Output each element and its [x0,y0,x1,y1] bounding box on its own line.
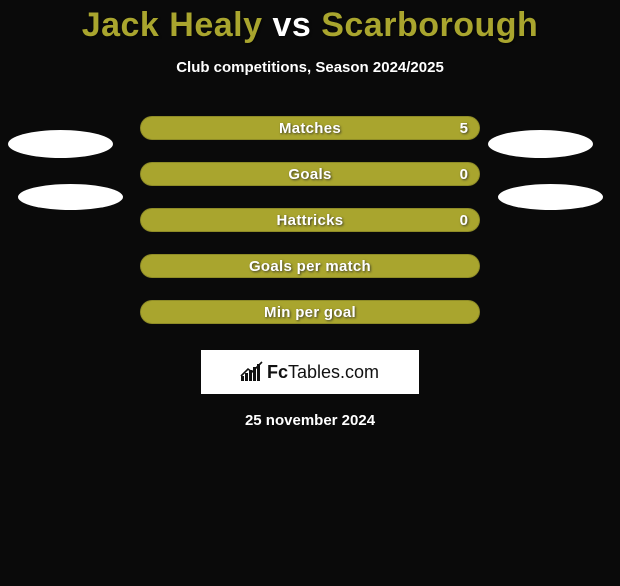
stats-table: Matches 5 Goals 0 Hattricks 0 Goals per match M… [140,116,480,324]
stat-label: Min per goal [264,304,356,321]
decorative-oval [18,184,123,210]
brand-chart-icon [241,363,263,381]
stat-label: Matches [279,120,341,137]
decorative-oval [498,184,603,210]
stat-value: 0 [460,162,468,186]
brand-prefix: Fc [267,362,288,382]
stat-row: Hattricks 0 [140,208,480,232]
stat-bar: Matches [140,116,480,140]
stat-value: 5 [460,116,468,140]
title-part: Jack Healy [82,6,263,44]
decorative-oval [8,130,113,158]
stat-bar: Hattricks [140,208,480,232]
stat-bar: Min per goal [140,300,480,324]
page-title: Jack Healy vs Scarborough [0,6,620,45]
brand-suffix: .com [340,362,379,382]
title-part: Scarborough [321,6,538,44]
subtitle-text: Club competitions, Season 2024/2025 [0,59,620,76]
stat-bar: Goals [140,162,480,186]
stat-row: Min per goal [140,300,480,324]
stat-row: Goals per match [140,254,480,278]
stat-label: Goals [288,166,331,183]
date-text: 25 november 2024 [0,412,620,429]
title-part: vs [263,6,322,44]
stat-value: 0 [460,208,468,232]
stat-bar: Goals per match [140,254,480,278]
stat-label: Goals per match [249,258,371,275]
decorative-oval [488,130,593,158]
brand-main: Tables [288,362,340,382]
stat-row: Goals 0 [140,162,480,186]
stat-row: Matches 5 [140,116,480,140]
brand-text: FcTables.com [267,362,379,383]
brand-badge: FcTables.com [201,350,419,394]
stat-label: Hattricks [277,212,344,229]
